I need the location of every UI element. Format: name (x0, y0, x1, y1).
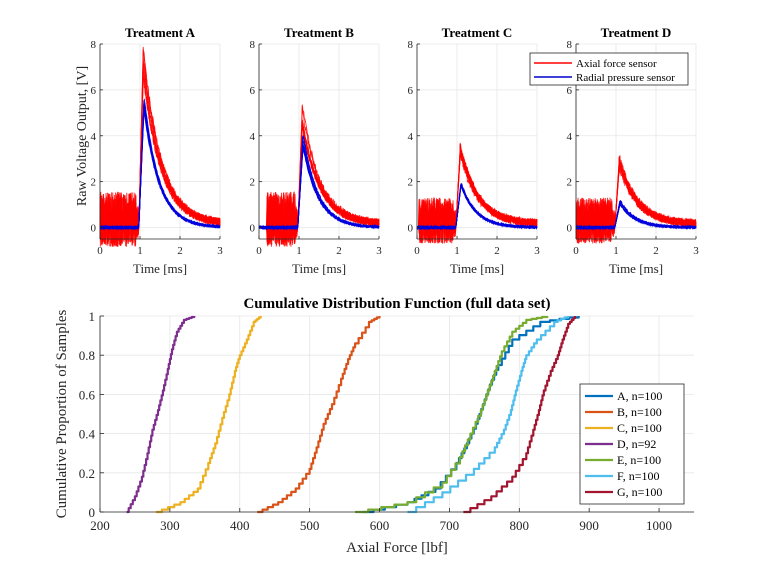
panel-xlabel: Time [ms] (450, 261, 504, 276)
y-tick-label: 0 (567, 223, 573, 235)
y-tick-label: 6 (91, 85, 97, 97)
x-tick-label: 2 (494, 245, 500, 257)
x-tick-label: 0 (414, 245, 420, 257)
x-tick-label: 1 (454, 245, 460, 257)
y-tick-label: 8 (567, 39, 573, 51)
treatment-panel: Treatment D 0 1 2 3 0 2 4 6 8 Time [ms] (567, 25, 700, 276)
cdf-x-tick-label: 900 (579, 518, 599, 533)
cdf-y-tick-label: 0.2 (79, 466, 95, 481)
treatment-panel: Treatment C 0 1 2 3 0 2 4 6 8 Time [ms] (408, 25, 541, 276)
treatment-panel: Treatment A 0 1 2 3 0 2 4 6 8 Time [ms] (91, 25, 224, 276)
cdf-y-tick-label: 0.4 (79, 427, 96, 442)
radial-trace (258, 149, 380, 231)
cdf-legend-label: E, n=100 (617, 453, 661, 467)
cdf-x-tick-label: 1000 (646, 518, 672, 533)
y-tick-label: 4 (567, 131, 573, 143)
cdf-y-tick-label: 0 (89, 505, 96, 520)
panel-title: Treatment B (284, 25, 354, 40)
x-tick-label: 2 (177, 245, 183, 257)
y-tick-label: 0 (408, 223, 414, 235)
top-legend: Axial force sensor Radial pressure senso… (529, 52, 689, 86)
radial-trace (416, 185, 538, 231)
y-tick-label: 6 (408, 85, 414, 97)
x-tick-label: 3 (534, 245, 540, 257)
axial-trace (575, 155, 697, 244)
cdf-series-line (257, 316, 381, 514)
cdf-x-tick-label: 300 (160, 518, 180, 533)
y-tick-label: 4 (408, 131, 414, 143)
legend-axial-label: Axial force sensor (576, 58, 657, 70)
radial-trace (575, 203, 697, 231)
cdf-series-line (463, 316, 577, 514)
cdf-y-tick-label: 1 (89, 309, 96, 324)
cdf-ylabel: Cumulative Proportion of Samples (54, 309, 70, 518)
axial-trace (99, 49, 221, 246)
y-tick-label: 2 (250, 177, 256, 189)
cdf-title: Cumulative Distribution Function (full d… (243, 296, 550, 312)
y-tick-label: 0 (250, 223, 256, 235)
cdf-x-tick-label: 800 (510, 518, 530, 533)
panel-xlabel: Time [ms] (133, 261, 187, 276)
cdf-x-tick-label: 700 (440, 518, 460, 533)
cdf-y-tick-label: 0.6 (79, 387, 96, 402)
x-tick-label: 2 (336, 245, 342, 257)
cdf-x-tick-label: 400 (230, 518, 250, 533)
x-tick-label: 2 (653, 245, 659, 257)
panel-title: Treatment D (601, 25, 672, 40)
cdf-chart: Cumulative Distribution Function (full d… (54, 296, 694, 556)
top-ylabel: Raw Voltage Output, [V] (75, 66, 90, 206)
panel-title: Treatment C (442, 25, 513, 40)
y-tick-label: 6 (567, 85, 573, 97)
legend-radial-label: Radial pressure sensor (576, 72, 675, 84)
y-tick-label: 8 (250, 39, 256, 51)
cdf-xlabel: Axial Force [lbf] (346, 540, 448, 556)
top-legend-box (529, 52, 689, 86)
y-tick-label: 2 (567, 177, 573, 189)
cdf-series-line (155, 316, 262, 514)
treatment-panel: Treatment B 0 1 2 3 0 2 4 6 8 Time [ms] (250, 25, 383, 276)
cdf-y-tick-label: 0.8 (79, 348, 95, 363)
cdf-legend-label: C, n=100 (617, 421, 662, 435)
cdf-legend-label: F, n=100 (617, 469, 659, 483)
cdf-legend-label: B, n=100 (617, 405, 662, 419)
y-tick-label: 2 (91, 177, 97, 189)
panel-xlabel: Time [ms] (292, 261, 346, 276)
x-tick-label: 3 (693, 245, 699, 257)
y-tick-label: 4 (250, 131, 256, 143)
x-tick-label: 0 (256, 245, 262, 257)
cdf-series-line (407, 316, 570, 514)
cdf-series-line (126, 315, 196, 514)
x-tick-label: 1 (296, 245, 302, 257)
y-tick-label: 2 (408, 177, 414, 189)
cdf-legend: A, n=100 B, n=100 C, n=100 D, n=92 E, n=100 F… (579, 383, 685, 505)
x-tick-label: 1 (137, 245, 143, 257)
cdf-x-tick-label: 200 (90, 518, 110, 533)
cdf-x-tick-label: 500 (300, 518, 320, 533)
x-tick-label: 0 (97, 245, 103, 257)
x-tick-label: 1 (613, 245, 619, 257)
panel-xlabel: Time [ms] (609, 261, 663, 276)
panel-title: Treatment A (125, 25, 196, 40)
radial-trace (99, 98, 221, 231)
cdf-legend-label: D, n=92 (617, 437, 656, 451)
y-tick-label: 0 (91, 223, 97, 235)
x-tick-label: 3 (376, 245, 382, 257)
cdf-x-tick-label: 600 (370, 518, 390, 533)
cdf-legend-label: A, n=100 (617, 389, 662, 403)
y-tick-label: 8 (91, 39, 97, 51)
y-tick-label: 4 (91, 131, 97, 143)
x-tick-label: 0 (573, 245, 579, 257)
cdf-legend-label: G, n=100 (617, 485, 662, 499)
x-tick-label: 3 (217, 245, 223, 257)
y-tick-label: 8 (408, 39, 414, 51)
axial-trace (417, 146, 538, 244)
y-tick-label: 6 (250, 85, 256, 97)
cdf-series-line (355, 315, 549, 514)
